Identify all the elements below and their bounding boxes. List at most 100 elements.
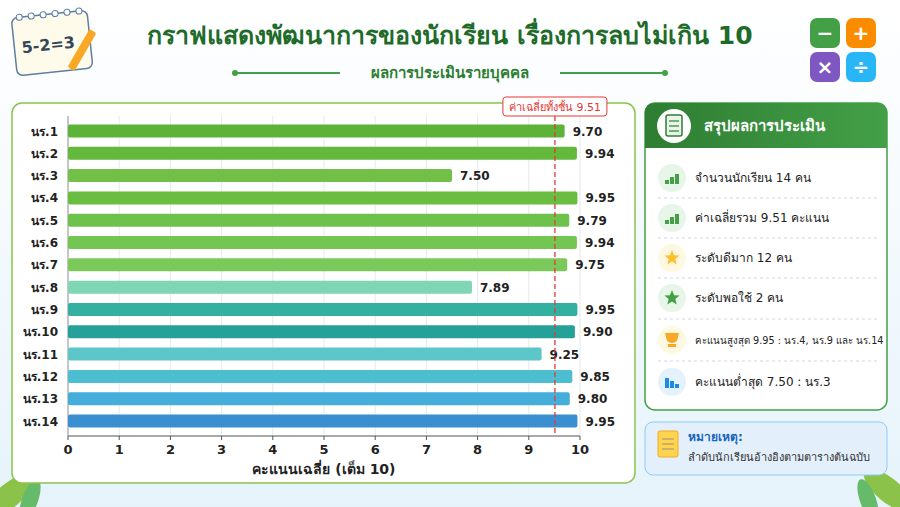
badge-ring	[76, 8, 83, 15]
data-label: 9.95	[585, 303, 615, 317]
summary-item: ค่าเฉลี่ยรวม 9.51 คะแนน	[695, 209, 829, 225]
tick-label: 9	[524, 442, 533, 457]
category-label: นร.4	[31, 191, 58, 205]
bar	[68, 281, 472, 294]
summary-item-icon	[658, 204, 686, 232]
bar	[68, 236, 577, 249]
summary-item-icon	[658, 326, 686, 354]
summary-item-glyph	[675, 174, 679, 184]
summary-icon	[657, 109, 691, 143]
summary-item: ระดับพอใช้ 2 คน	[695, 291, 783, 305]
grid-line	[68, 116, 69, 436]
x-axis-title: คะแนนเฉลี่ย (เต็ม 10)	[252, 459, 395, 477]
summary-icon-line	[669, 125, 679, 126]
summary-icon-clipboard	[666, 115, 682, 136]
summary-item-glyph	[665, 378, 669, 388]
bars	[68, 125, 577, 428]
summary-item-glyph	[670, 381, 674, 388]
decoration	[853, 477, 883, 507]
summary-item-icon	[658, 244, 686, 272]
summary-separator	[658, 278, 878, 279]
badge-text: 5-2=3	[21, 33, 76, 57]
summary-item-glyph	[670, 217, 674, 224]
math-symbol: −	[817, 21, 834, 45]
bar	[68, 303, 577, 316]
summary-icon-line	[669, 130, 679, 131]
data-label: 9.94	[585, 147, 615, 161]
note-icon	[658, 431, 678, 457]
tick-label: 3	[217, 442, 226, 457]
summary-item-icon	[658, 368, 686, 396]
subtitle-dot	[232, 70, 238, 76]
chart-panel	[12, 103, 635, 483]
bar	[68, 370, 572, 383]
summary-item: คะแนนสูงสุด 9.95 : นร.4, นร.9 และ นร.14	[695, 335, 884, 347]
badge-ring	[28, 13, 35, 20]
title: กราฟแสดงพัฒนาการของนักเรียน เรื่องการลบไ…	[147, 18, 752, 50]
tick-label: 7	[422, 442, 431, 457]
grid-line	[580, 116, 581, 436]
summary-item-glyph	[668, 344, 676, 347]
summary-item-glyph	[665, 180, 669, 184]
badge-ring	[64, 9, 71, 16]
grid-line	[272, 116, 273, 436]
bar	[68, 214, 569, 227]
note-box	[645, 422, 887, 475]
grid-line	[119, 116, 120, 436]
bar	[68, 392, 570, 405]
data-label: 9.79	[577, 214, 607, 228]
grid-line	[477, 116, 478, 436]
grid-line	[528, 116, 529, 436]
data-label: 9.80	[578, 392, 608, 406]
bar	[68, 258, 567, 271]
category-label: นร.10	[23, 325, 58, 339]
grid-line	[375, 116, 376, 436]
category-label: นร.2	[31, 147, 58, 161]
summary-item-glyph	[664, 250, 679, 265]
summary-item-glyph	[675, 384, 679, 388]
tick-label: 4	[268, 442, 277, 457]
data-label: 9.75	[575, 258, 605, 272]
data-label: 9.25	[550, 348, 580, 362]
bar	[68, 169, 452, 182]
category-label: นร.1	[31, 125, 58, 139]
subtitle-rule	[560, 72, 665, 74]
summary-header	[645, 103, 887, 148]
grid-line	[221, 116, 222, 436]
summary-item: คะแนนต่ำสุด 7.50 : นร.3	[695, 373, 831, 390]
mean-line-label-box	[503, 97, 607, 116]
summary-item-icon	[658, 284, 686, 312]
tick-label: 8	[473, 442, 482, 457]
note-text: ลำดับนักเรียนอ้างอิงตามตารางต้นฉบับ	[688, 451, 870, 464]
bar	[68, 191, 577, 204]
data-label: 7.89	[480, 281, 510, 295]
summary-separator	[658, 198, 878, 199]
summary-item-glyph	[665, 220, 669, 224]
category-label: นร.7	[31, 258, 58, 272]
canvas: 5-2=3−+×÷กราฟแสดงพัฒนาการของนักเรียน เรื…	[0, 0, 900, 507]
data-label: 9.95	[585, 191, 615, 205]
y-axis	[68, 116, 69, 436]
tick-label: 10	[571, 442, 589, 457]
category-label: นร.6	[31, 236, 58, 250]
tick-label: 6	[371, 442, 380, 457]
data-label: 9.95	[585, 415, 615, 429]
note-icon-line	[662, 439, 674, 440]
data-label: 9.90	[583, 325, 613, 339]
tick-label: 2	[166, 442, 175, 457]
tick-label: 5	[319, 442, 328, 457]
summary-item-icon	[658, 164, 686, 192]
math-symbol-tile	[846, 18, 876, 48]
data-label: 7.50	[460, 169, 490, 183]
summary-title: สรุปผลการประเมิน	[704, 117, 826, 136]
summary-panel	[645, 103, 887, 410]
note-icon-line	[662, 444, 674, 445]
summary-separator	[658, 238, 878, 239]
summary-separator	[658, 361, 878, 362]
math-symbol: ÷	[853, 55, 870, 79]
summary-icon-line	[669, 120, 679, 121]
mean-line	[554, 116, 555, 436]
badge-ring	[52, 10, 59, 17]
subtitle-rule	[235, 72, 340, 74]
summary-item-glyph	[670, 177, 674, 184]
